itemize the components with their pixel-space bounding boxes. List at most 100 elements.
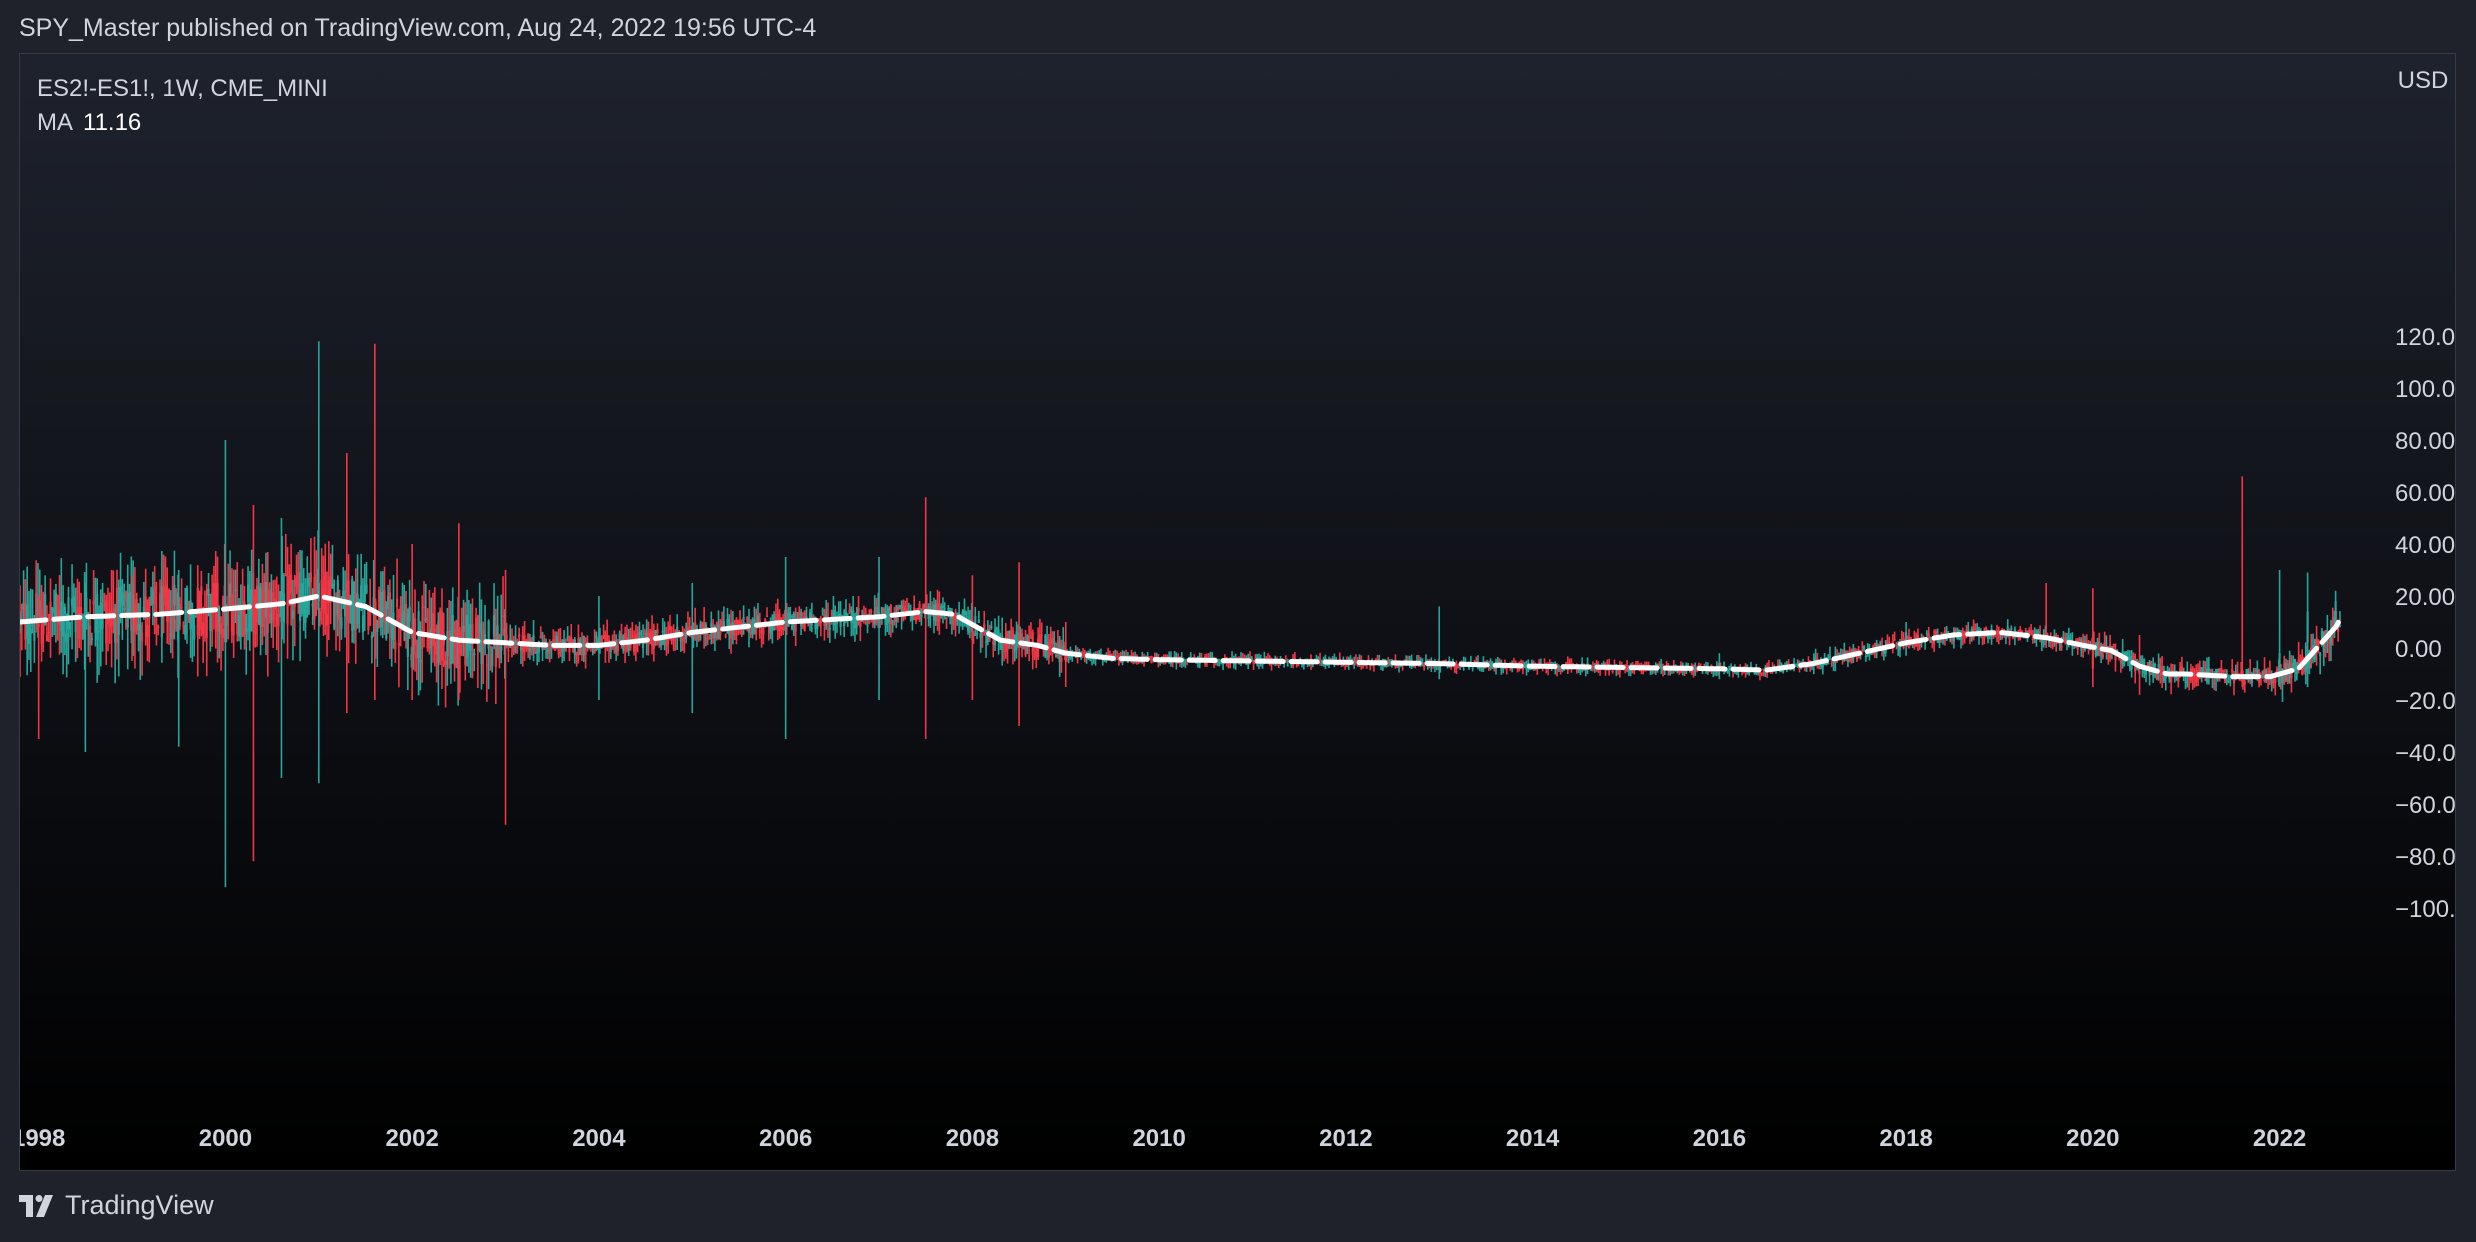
candle-body [403, 610, 406, 623]
candle-body [185, 587, 189, 613]
candle-body [514, 640, 517, 645]
candle-body [650, 630, 654, 646]
candle-body [141, 633, 144, 642]
candle-body [2240, 672, 2243, 674]
candle-body [914, 616, 918, 622]
candle-body [383, 590, 386, 623]
candle-body [1886, 641, 1889, 648]
candle-body [29, 628, 32, 634]
candle-body [659, 638, 663, 647]
candle-body [232, 611, 235, 636]
candle-body [433, 629, 436, 632]
footer-brand[interactable]: TradingView [19, 1190, 214, 1221]
candle-body [2207, 668, 2210, 675]
candle-body [1963, 633, 1966, 637]
candle-body [857, 608, 860, 613]
candle-body [2028, 629, 2031, 635]
candle-body [304, 597, 307, 623]
candle-body [1794, 663, 1797, 665]
currency-label: USD [2398, 67, 2449, 94]
ma-indicator-legend[interactable]: MA 11.16 [37, 106, 328, 140]
candle-body [1976, 630, 1979, 632]
candle-sample-body [2278, 653, 2281, 674]
candle-body [629, 643, 632, 649]
candle-body [1186, 661, 1189, 663]
candle-body [1568, 663, 1571, 665]
candle-body [852, 610, 855, 624]
candle-body [333, 600, 336, 629]
candle-body [2229, 678, 2232, 680]
candle-body [492, 615, 496, 637]
candle-body [421, 638, 424, 649]
candle-body [735, 619, 738, 629]
symbol-info[interactable]: ES2!-ES1!, 1W, CME_MINI [37, 75, 328, 102]
candle-body [1040, 635, 1043, 637]
candle-body [945, 618, 948, 620]
candle-sample-body [20, 616, 22, 622]
candle-body [211, 592, 214, 611]
candle-body [2159, 670, 2162, 673]
candle-body [464, 642, 467, 666]
candle-body [916, 611, 919, 619]
candle-body [243, 601, 246, 635]
candle-body [943, 609, 946, 611]
candle-body [2065, 637, 2069, 642]
candle-body [886, 610, 889, 624]
candle-body [1396, 666, 1399, 668]
candle-body [299, 589, 302, 622]
candle-sample-body [1017, 642, 1021, 648]
candle-body [2153, 663, 2157, 668]
candle-body [1748, 671, 1751, 673]
candle-body [1022, 643, 1025, 649]
candle-body [142, 606, 145, 615]
x-tick-label: 2018 [1879, 1125, 1932, 1152]
candle-body [1952, 635, 1955, 642]
candle-body [1047, 641, 1050, 658]
candle-body [388, 592, 391, 627]
candle-body [365, 584, 368, 593]
candle-body [895, 615, 898, 622]
candle-body [1938, 637, 1941, 644]
candle-sample-body [1064, 653, 1067, 659]
candle-body [164, 585, 167, 606]
candle-body [166, 596, 169, 623]
candle-body [683, 634, 686, 639]
candle-body [455, 620, 458, 642]
candle-body [866, 625, 869, 627]
candle-body [615, 640, 618, 652]
candle-body [78, 606, 81, 639]
candle-body [115, 587, 119, 643]
candle-body [69, 622, 72, 624]
candle-body [144, 596, 147, 619]
candle-body [189, 600, 192, 630]
candle-body [792, 613, 796, 623]
candle-body [835, 619, 839, 624]
candle-body [302, 594, 305, 613]
candle-body [180, 607, 183, 609]
candle-body [309, 572, 312, 583]
candle-body [94, 618, 97, 633]
price-axis[interactable]: USD 120.00 100.00 80.00 60.00 40.00 20.00 0.00… [2395, 67, 2456, 923]
price-chart[interactable]: USD 120.00 100.00 80.00 60.00 40.00 20.00 0.00… [20, 54, 2456, 1171]
candle-body [1961, 631, 1964, 638]
candle-body [22, 602, 25, 610]
candle-body [1241, 657, 1244, 659]
candle-body [2162, 676, 2166, 681]
candle-body [1697, 664, 1700, 666]
candle-body [1336, 664, 1340, 666]
candle-body [658, 638, 661, 643]
candle-body [751, 620, 754, 635]
candle-body [582, 636, 585, 655]
candle-body [435, 641, 438, 655]
candle-sample-body [317, 583, 320, 602]
candle-sample-body [373, 616, 376, 628]
time-axis[interactable]: 1998 2000 2002 2004 2006 2008 2010 2012 2014 2016… [20, 1125, 2306, 1152]
candle-body [412, 630, 415, 655]
candle-body [887, 607, 891, 622]
chart-panel[interactable]: USD 120.00 100.00 80.00 60.00 40.00 20.00 0.00… [19, 53, 2456, 1171]
candle-body [1897, 643, 1900, 648]
candle-body [1184, 663, 1187, 665]
candle-body [327, 581, 330, 604]
candle-body [1453, 664, 1456, 668]
candle-sample-body [1905, 632, 1908, 641]
